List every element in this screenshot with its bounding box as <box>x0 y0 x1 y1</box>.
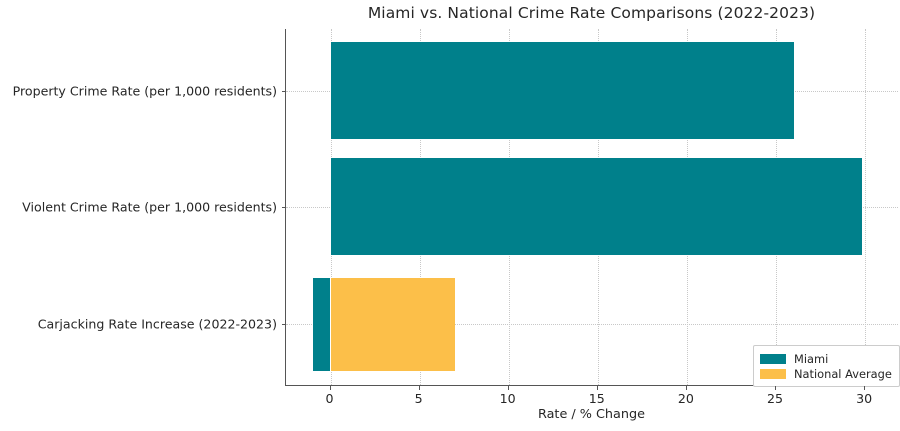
x-axis-ticks: 0 5 10 15 20 25 30 <box>285 386 898 410</box>
y-tick-mark-carjacking <box>282 324 286 325</box>
x-tick-label-15: 15 <box>588 391 605 406</box>
x-tick-label-30: 30 <box>856 391 873 406</box>
legend-swatch-miami <box>760 353 786 364</box>
x-tick-mark-15 <box>596 386 598 390</box>
y-tick-mark-violent-crime <box>282 207 286 208</box>
bar-miami-violent-crime <box>330 158 862 255</box>
x-axis-title: Rate / % Change <box>537 407 645 422</box>
x-tick-label-0: 0 <box>325 391 334 406</box>
x-tick-mark-5 <box>418 386 420 390</box>
legend-swatch-national-average <box>760 368 786 379</box>
x-tick-mark-0 <box>329 386 331 390</box>
y-axis-label-violent-crime: Violent Crime Rate (per 1,000 residents) <box>22 199 277 215</box>
x-tick-label-5: 5 <box>414 391 423 406</box>
chart-legend[interactable]: Miami National Average <box>753 345 900 387</box>
bar-national-average-carjacking <box>330 278 456 371</box>
plot-area: Miami National Average <box>282 29 900 387</box>
y-axis-label-carjacking: Carjacking Rate Increase (2022-2023) <box>37 316 277 332</box>
y-axis-label-property-crime: Property Crime Rate (per 1,000 residents… <box>12 83 277 99</box>
x-tick-mark-10 <box>507 386 509 390</box>
gridline-y-carjacking <box>286 324 898 325</box>
x-tick-mark-20 <box>685 386 687 390</box>
bar-miami-property-crime <box>330 42 794 139</box>
bar-miami-carjacking <box>312 278 331 371</box>
legend-item-miami: Miami <box>760 351 892 366</box>
x-tick-mark-30 <box>864 386 866 390</box>
x-tick-label-25: 25 <box>766 391 784 406</box>
x-tick-label-10: 10 <box>499 391 516 406</box>
y-tick-mark-property-crime <box>282 91 286 92</box>
x-tick-label-20: 20 <box>677 391 694 406</box>
chart-title: Miami vs. National Crime Rate Comparison… <box>367 4 816 22</box>
y-axis-labels: Property Crime Rate (per 1,000 residents… <box>0 29 285 386</box>
legend-label-national-average: National Average <box>794 366 892 381</box>
x-tick-mark-25 <box>775 386 776 390</box>
legend-label-miami: Miami <box>794 351 829 366</box>
legend-item-national-average: National Average <box>760 366 892 381</box>
